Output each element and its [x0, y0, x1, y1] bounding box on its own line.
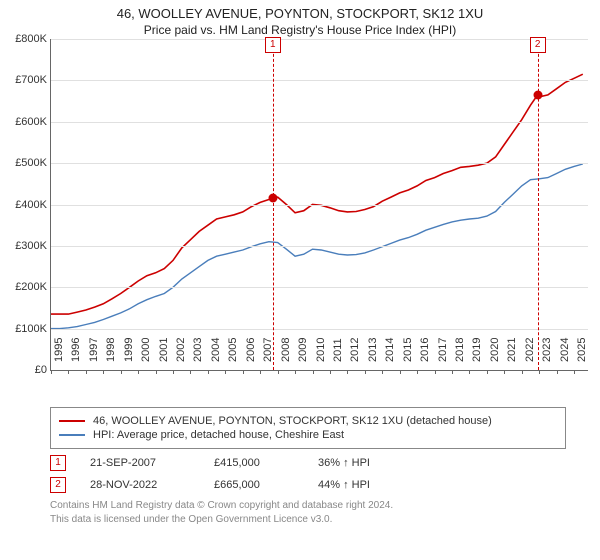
x-tick-label: 1998 — [105, 338, 117, 362]
legend-swatch — [59, 420, 85, 422]
tx-badge: 1 — [50, 455, 66, 471]
x-tick-label: 2011 — [332, 338, 344, 362]
sale-badge: 1 — [265, 37, 281, 53]
sale-badge: 2 — [530, 37, 546, 53]
titles: 46, WOOLLEY AVENUE, POYNTON, STOCKPORT, … — [0, 0, 600, 39]
x-tick-label: 2014 — [384, 338, 396, 362]
y-tick-label: £300K — [1, 240, 47, 252]
x-tick-label: 2002 — [175, 338, 187, 362]
tx-price: £665,000 — [214, 479, 294, 491]
x-tick-label: 2023 — [541, 338, 553, 362]
x-tick-label: 2001 — [158, 338, 170, 362]
chart-title: 46, WOOLLEY AVENUE, POYNTON, STOCKPORT, … — [8, 6, 592, 21]
transaction-row: 2 28-NOV-2022 £665,000 44% ↑ HPI — [50, 477, 566, 493]
tx-diff: 44% ↑ HPI — [318, 479, 408, 491]
x-tick-label: 2005 — [227, 338, 239, 362]
legend-row: 46, WOOLLEY AVENUE, POYNTON, STOCKPORT, … — [59, 415, 557, 427]
y-tick-label: £600K — [1, 116, 47, 128]
x-tick-label: 1995 — [53, 338, 65, 362]
y-tick-label: £800K — [1, 33, 47, 45]
x-tick-label: 2012 — [349, 338, 361, 362]
tx-date: 28-NOV-2022 — [90, 479, 190, 491]
tx-date: 21-SEP-2007 — [90, 457, 190, 469]
legend-label: 46, WOOLLEY AVENUE, POYNTON, STOCKPORT, … — [93, 415, 492, 427]
sale-vline — [273, 39, 274, 370]
legend-swatch — [59, 434, 85, 436]
plot-area: £0£100K£200K£300K£400K£500K£600K£700K£80… — [50, 39, 588, 399]
y-tick-label: £500K — [1, 157, 47, 169]
legend-row: HPI: Average price, detached house, Ches… — [59, 429, 557, 441]
legend-label: HPI: Average price, detached house, Ches… — [93, 429, 344, 441]
x-tick-label: 2018 — [454, 338, 466, 362]
x-tick-label: 2004 — [210, 338, 222, 362]
plot-inner: £0£100K£200K£300K£400K£500K£600K£700K£80… — [50, 39, 588, 371]
x-tick-label: 2003 — [192, 338, 204, 362]
y-tick-label: £400K — [1, 199, 47, 211]
legend: 46, WOOLLEY AVENUE, POYNTON, STOCKPORT, … — [50, 407, 566, 449]
x-tick-label: 2022 — [524, 338, 536, 362]
x-tick-label: 2000 — [140, 338, 152, 362]
chart-container: 46, WOOLLEY AVENUE, POYNTON, STOCKPORT, … — [0, 0, 600, 526]
x-tick-label: 2021 — [506, 338, 518, 362]
footer-line-1: Contains HM Land Registry data © Crown c… — [50, 499, 566, 513]
series-line — [51, 74, 583, 314]
y-tick-label: £200K — [1, 281, 47, 293]
x-tick-label: 2016 — [419, 338, 431, 362]
x-tick-label: 2024 — [559, 338, 571, 362]
x-tick-label: 2009 — [297, 338, 309, 362]
tx-price: £415,000 — [214, 457, 294, 469]
sale-vline — [538, 39, 539, 370]
transactions-table: 1 21-SEP-2007 £415,000 36% ↑ HPI 2 28-NOV-202… — [50, 455, 566, 493]
transaction-row: 1 21-SEP-2007 £415,000 36% ↑ HPI — [50, 455, 566, 471]
y-tick-label: £100K — [1, 323, 47, 335]
x-tick-label: 2013 — [367, 338, 379, 362]
tx-badge: 2 — [50, 477, 66, 493]
x-tick-label: 2006 — [245, 338, 257, 362]
x-tick-label: 2017 — [437, 338, 449, 362]
x-tick-label: 2019 — [471, 338, 483, 362]
footer-line-2: This data is licensed under the Open Gov… — [50, 513, 566, 527]
chart-subtitle: Price paid vs. HM Land Registry's House … — [8, 23, 592, 37]
sale-marker — [533, 90, 542, 99]
x-tick-label: 1996 — [70, 338, 82, 362]
tx-diff: 36% ↑ HPI — [318, 457, 408, 469]
x-tick-label: 2025 — [576, 338, 588, 362]
x-tick-label: 2010 — [315, 338, 327, 362]
y-tick-label: £700K — [1, 74, 47, 86]
sale-marker — [268, 194, 277, 203]
footer: Contains HM Land Registry data © Crown c… — [50, 499, 566, 526]
x-tick-label: 2008 — [280, 338, 292, 362]
x-tick-label: 1999 — [123, 338, 135, 362]
y-tick-label: £0 — [1, 364, 47, 376]
x-tick-label: 1997 — [88, 338, 100, 362]
x-tick-label: 2015 — [402, 338, 414, 362]
x-tick-label: 2020 — [489, 338, 501, 362]
